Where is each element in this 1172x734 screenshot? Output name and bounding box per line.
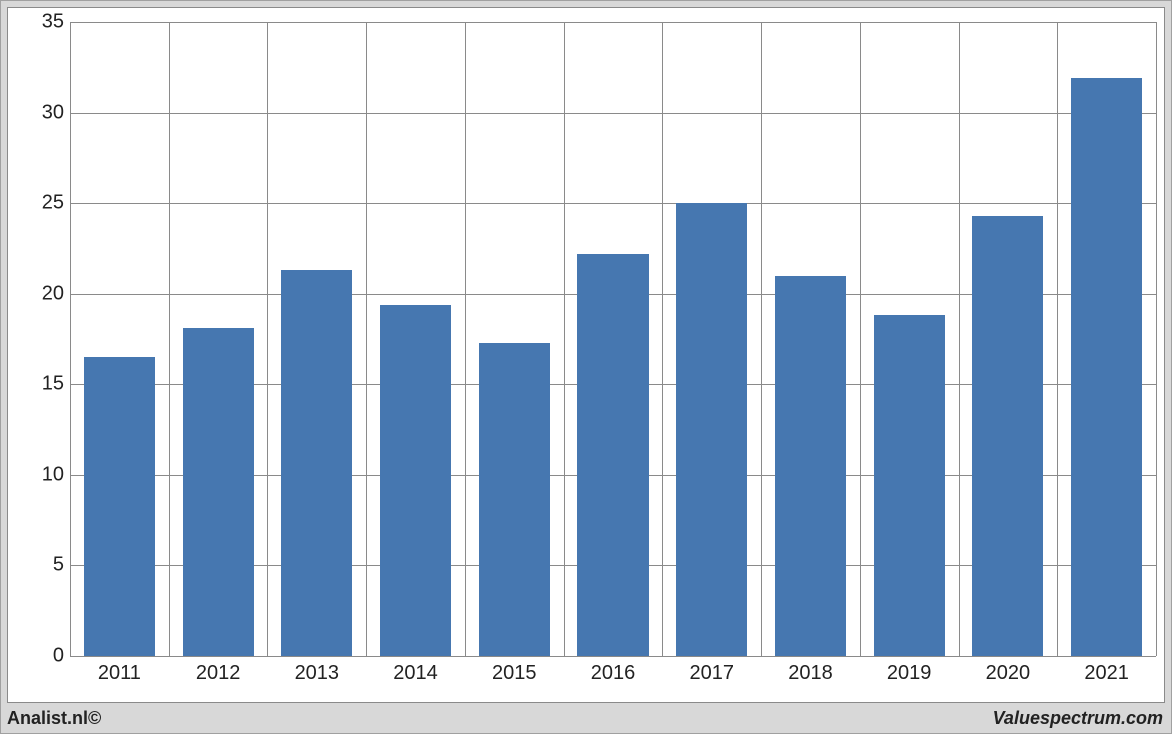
bar: [972, 216, 1043, 656]
y-axis-label: 30: [14, 101, 64, 124]
gridline-v: [169, 22, 170, 656]
x-axis-label: 2011: [98, 662, 141, 685]
y-axis-label: 35: [14, 11, 64, 34]
gridline-v: [267, 22, 268, 656]
gridline-v: [465, 22, 466, 656]
bar: [676, 203, 747, 656]
gridline-v: [1057, 22, 1058, 656]
bar: [1071, 78, 1142, 656]
gridline-h: [70, 656, 1156, 657]
gridline-v: [959, 22, 960, 656]
chart-panel: 0 5 10 15 20 25 30 35 2011 2012 2013 2014 2015 2016 20…: [7, 7, 1165, 703]
gridline-v: [662, 22, 663, 656]
x-axis-label: 2016: [591, 662, 636, 685]
gridline-v: [1156, 22, 1157, 656]
y-axis-label: 0: [14, 645, 64, 668]
y-axis-label: 25: [14, 192, 64, 215]
x-axis-label: 2018: [788, 662, 833, 685]
x-axis-label: 2020: [986, 662, 1031, 685]
bar: [479, 343, 550, 656]
x-axis-label: 2017: [689, 662, 734, 685]
x-axis-label: 2014: [393, 662, 438, 685]
gridline-v: [860, 22, 861, 656]
bar: [183, 328, 254, 656]
bar: [874, 315, 945, 656]
gridline-h: [70, 113, 1156, 114]
bar: [84, 357, 155, 656]
bar: [380, 305, 451, 656]
y-axis-label: 10: [14, 463, 64, 486]
bar: [775, 276, 846, 656]
gridline-h: [70, 22, 1156, 23]
y-axis-label: 15: [14, 373, 64, 396]
bar: [577, 254, 648, 656]
x-axis-label: 2012: [196, 662, 241, 685]
gridline-v: [70, 22, 71, 656]
y-axis-label: 20: [14, 282, 64, 305]
gridline-h: [70, 203, 1156, 204]
gridline-v: [564, 22, 565, 656]
x-axis-label: 2021: [1084, 662, 1129, 685]
plot-area: [70, 22, 1156, 656]
footer-right: Valuespectrum.com: [993, 708, 1163, 729]
x-axis-label: 2019: [887, 662, 932, 685]
x-axis-label: 2013: [295, 662, 340, 685]
chart-container: 0 5 10 15 20 25 30 35 2011 2012 2013 2014 2015 2016 20…: [0, 0, 1172, 734]
gridline-v: [761, 22, 762, 656]
bar: [281, 270, 352, 656]
footer-left: Analist.nl©: [7, 708, 101, 729]
y-axis-label: 5: [14, 554, 64, 577]
gridline-v: [366, 22, 367, 656]
x-axis-label: 2015: [492, 662, 537, 685]
